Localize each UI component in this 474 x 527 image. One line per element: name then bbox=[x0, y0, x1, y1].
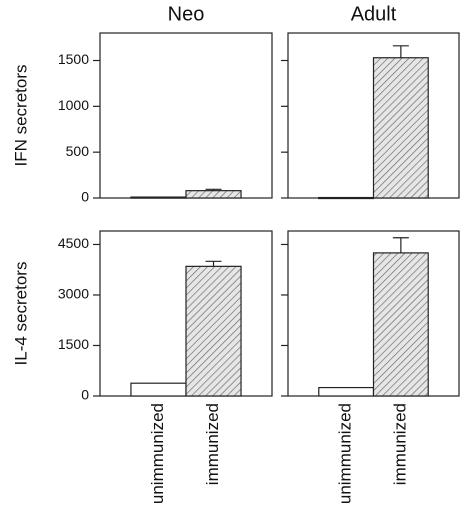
y-tick-label: 1500 bbox=[58, 51, 89, 67]
bar bbox=[372, 252, 429, 397]
y-tick-label: 0 bbox=[81, 387, 89, 403]
bar bbox=[130, 196, 187, 199]
y-tick-label: 1000 bbox=[58, 97, 89, 113]
x-tick-label: unimmunized bbox=[336, 403, 355, 504]
bar bbox=[130, 382, 187, 397]
y-tick-label: 1500 bbox=[58, 336, 89, 352]
x-tick-label: unimmunized bbox=[148, 403, 167, 504]
panel-frame bbox=[99, 32, 273, 199]
y-tick-label: 0 bbox=[81, 189, 89, 205]
y-tick-label: 500 bbox=[66, 143, 90, 159]
x-tick-label: immunized bbox=[390, 403, 409, 485]
bar bbox=[185, 190, 242, 199]
y-tick-label: 4500 bbox=[58, 235, 89, 251]
bar bbox=[318, 386, 375, 397]
panel-title: Neo bbox=[168, 3, 205, 25]
bar bbox=[185, 265, 242, 397]
y-tick-label: 3000 bbox=[58, 286, 89, 302]
y-axis-label: IL-4 secretors bbox=[11, 262, 30, 366]
panel-title: Adult bbox=[351, 3, 397, 25]
x-tick-label: immunized bbox=[203, 403, 222, 485]
bar bbox=[372, 57, 429, 199]
bar bbox=[318, 196, 375, 200]
y-axis-label: IFN secretors bbox=[11, 64, 30, 166]
